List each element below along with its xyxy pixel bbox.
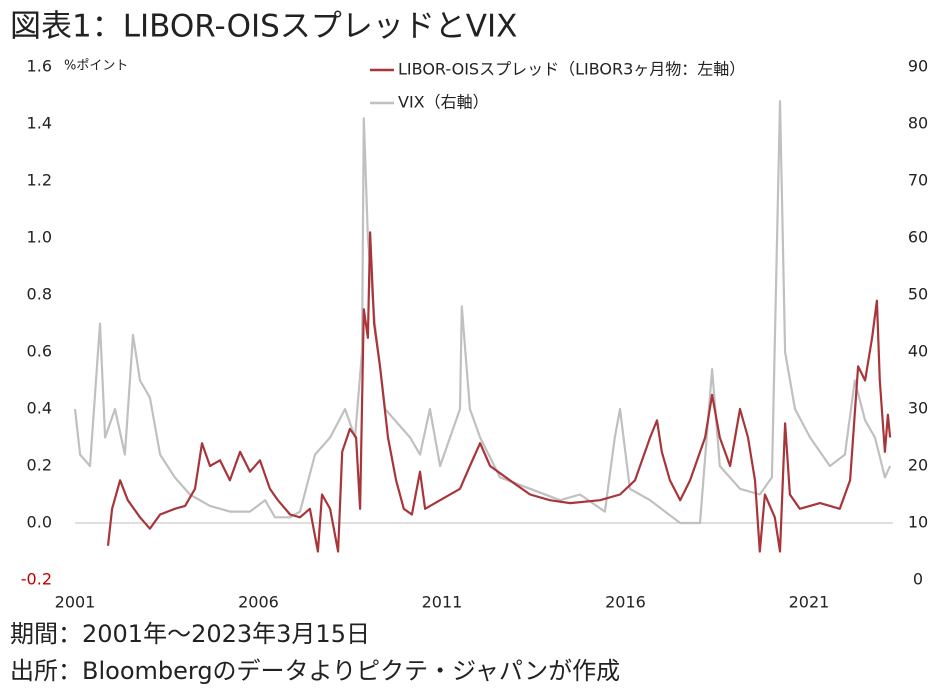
y-tick-label: 1.0 (27, 228, 52, 247)
legend-label: LIBOR-OISスプレッド（LIBOR3ヶ月物：左軸） (398, 60, 745, 79)
y2-tick-label: 30 (908, 399, 928, 418)
y2-tick-label: 50 (908, 285, 928, 304)
y2-tick-label: 70 (908, 171, 928, 190)
note: 出所：Bloombergのデータよりピクテ・ジャパンが作成 (10, 657, 620, 685)
y2-tick-label: 40 (908, 342, 928, 361)
y-tick-label: 0.8 (27, 285, 52, 304)
y-tick-label: 1.4 (27, 114, 52, 133)
chart-title: 図表1：LIBOR-OISスプレッドとVIX (10, 9, 517, 45)
x-tick-label: 2001 (55, 593, 96, 612)
legend-label: VIX（右軸） (398, 93, 489, 112)
y2-tick-label: 90 (908, 57, 928, 76)
y-tick-label: 0.4 (27, 399, 52, 418)
y-tick-label: 0.6 (27, 342, 52, 361)
y2-tick-label: 0 (913, 570, 923, 589)
y2-tick-label: 60 (908, 228, 928, 247)
y2-tick-label: 20 (908, 456, 928, 475)
y-tick-label: 0.0 (27, 513, 52, 532)
y-tick-label: 1.2 (27, 171, 52, 190)
x-tick-label: 2021 (789, 593, 830, 612)
x-tick-label: 2016 (605, 593, 646, 612)
x-tick-label: 2006 (238, 593, 279, 612)
x-tick-label: 2011 (422, 593, 463, 612)
series-line (106, 231, 892, 553)
y-tick-label: 1.6 (27, 57, 52, 76)
note: 期間：2001年～2023年3月15日 (10, 620, 370, 648)
y-tick-label: -0.2 (21, 570, 52, 589)
y2-tick-label: 80 (908, 114, 928, 133)
y2-tick-label: 10 (908, 513, 928, 532)
y-tick-label: 0.2 (27, 456, 52, 475)
series-line (73, 100, 892, 525)
y-axis-label: %ポイント (64, 59, 128, 74)
